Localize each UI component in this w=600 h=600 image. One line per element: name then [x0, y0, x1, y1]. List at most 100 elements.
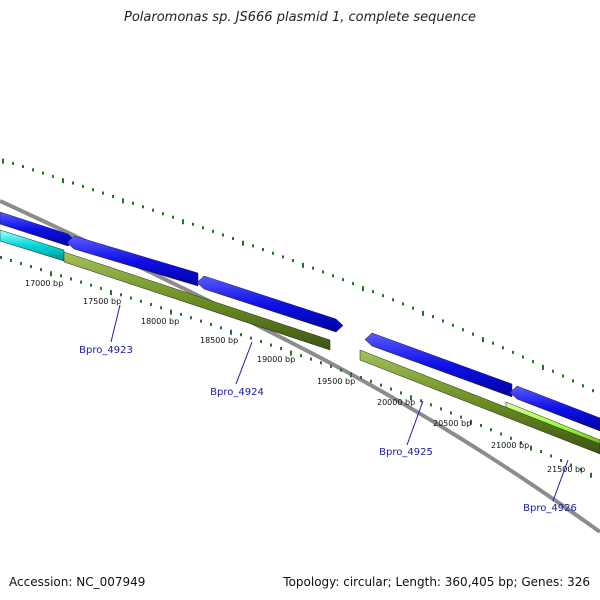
- bp-tick-label: 18500 bp: [200, 336, 238, 345]
- gc-dot: [362, 286, 364, 292]
- gc-skew-dots: [2, 158, 594, 393]
- scale-tick: [430, 403, 432, 407]
- scale-tick: [10, 259, 12, 263]
- scale-tick: [320, 361, 322, 365]
- scale-tick: [590, 472, 592, 478]
- gc-dot: [262, 248, 264, 252]
- scale-tick: [250, 336, 252, 340]
- gc-dot: [252, 244, 254, 248]
- gene-track-segment: [63, 251, 331, 351]
- gc-dot: [242, 240, 244, 246]
- bp-tick-label: 21500 bp: [547, 465, 585, 474]
- gc-dot: [462, 328, 464, 332]
- gc-dot: [502, 346, 504, 350]
- gc-dot: [542, 364, 544, 370]
- gc-dot: [522, 355, 524, 359]
- scale-tick: [290, 350, 292, 356]
- scale-tick: [270, 343, 272, 347]
- scale-tick: [280, 347, 282, 351]
- map-title: Polaromonas sp. JS666 plasmid 1, complet…: [123, 10, 476, 25]
- gc-dot: [122, 198, 124, 204]
- gc-dot: [562, 374, 564, 378]
- gc-dot: [72, 181, 74, 185]
- scale-tick: [450, 411, 452, 415]
- gc-dot: [2, 158, 4, 164]
- scale-tick: [200, 319, 202, 323]
- gc-dot: [492, 341, 494, 345]
- gc-dot: [22, 165, 24, 169]
- scale-tick: [350, 372, 352, 378]
- gene-leader-line: [235, 341, 253, 385]
- gc-dot: [292, 259, 294, 263]
- scale-tick: [50, 271, 52, 277]
- scale-tick: [160, 306, 162, 310]
- bp-tick-label: 18000 bp: [141, 317, 179, 326]
- scale-tick: [150, 303, 152, 307]
- gc-dot: [392, 298, 394, 302]
- scale-tick: [220, 326, 222, 330]
- scale-tick: [100, 286, 102, 290]
- scale-tick: [40, 268, 42, 272]
- gc-dot: [572, 379, 574, 383]
- gc-dot: [382, 294, 384, 298]
- gene-label[interactable]: Bpro_4925: [379, 447, 433, 458]
- gc-dot: [412, 306, 414, 310]
- sequence-summary: Topology: circular; Length: 360,405 bp; …: [283, 575, 590, 589]
- gc-dot: [372, 290, 374, 294]
- gc-dot: [322, 270, 324, 274]
- gc-dot: [582, 384, 584, 388]
- gene-label[interactable]: Bpro_4926: [523, 503, 577, 514]
- gc-dot: [152, 208, 154, 212]
- gc-dot: [422, 310, 424, 316]
- bp-tick-label: 19500 bp: [317, 377, 355, 386]
- scale-tick: [80, 280, 82, 284]
- gc-dot: [172, 215, 174, 219]
- scale-tick: [400, 391, 402, 395]
- gc-dot: [552, 369, 554, 373]
- scale-tick: [390, 387, 392, 391]
- gc-dot: [272, 251, 274, 255]
- gc-dot: [12, 161, 14, 165]
- scale-tick: [240, 333, 242, 337]
- scale-tick: [440, 407, 442, 411]
- gc-dot: [452, 323, 454, 327]
- gc-dot: [312, 266, 314, 270]
- gene-leader-line: [406, 400, 424, 446]
- cds-arrow: [509, 385, 600, 432]
- scale-tick: [60, 274, 62, 278]
- scale-tick: [470, 419, 472, 425]
- gc-dot: [302, 262, 304, 268]
- scale-tick: [520, 441, 522, 445]
- scale-tick: [300, 354, 302, 358]
- scale-tick: [570, 463, 572, 467]
- gc-dot: [42, 171, 44, 175]
- bp-tick-label: 19000 bp: [257, 355, 295, 364]
- scale-tick: [210, 322, 212, 326]
- scale-tick: [370, 379, 372, 383]
- gc-dot: [512, 350, 514, 354]
- scale-tick: [340, 368, 342, 372]
- scale-tick: [530, 445, 532, 451]
- scale-tick: [580, 468, 582, 472]
- scale-tick: [180, 312, 182, 316]
- scale-tick: [120, 293, 122, 297]
- gc-dot: [402, 302, 404, 306]
- scale-tick: [480, 423, 482, 427]
- gc-dot: [592, 389, 594, 393]
- scale-tick: [540, 450, 542, 454]
- gc-dot: [202, 226, 204, 230]
- scale-tick: [130, 296, 132, 300]
- gc-dot: [132, 201, 134, 205]
- gene-label[interactable]: Bpro_4924: [210, 387, 264, 398]
- gc-dot: [92, 188, 94, 192]
- scale-tick: [90, 283, 92, 287]
- scale-tick: [30, 265, 32, 269]
- gc-dot: [282, 255, 284, 259]
- bp-tick-label: 20000 bp: [377, 398, 415, 407]
- gc-dot: [532, 360, 534, 364]
- gc-dot: [472, 332, 474, 336]
- scale-tick: [310, 357, 312, 361]
- scale-tick: [490, 428, 492, 432]
- gene-label[interactable]: Bpro_4923: [79, 345, 133, 356]
